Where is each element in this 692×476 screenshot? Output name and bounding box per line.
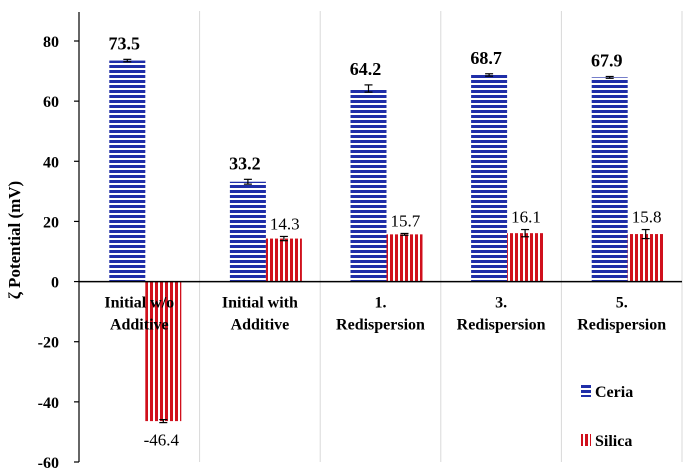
x-category-label-line: 3. xyxy=(495,295,507,312)
x-category-label-line: Redispersion xyxy=(336,317,425,334)
silica-legend-label: Silica xyxy=(595,433,632,450)
silica-value-label: 15.7 xyxy=(391,211,421,230)
y-tick-label: -20 xyxy=(38,335,59,352)
y-tick-label: 40 xyxy=(43,154,59,171)
silica-bar xyxy=(145,281,182,422)
ceria-bar xyxy=(229,181,266,282)
ceria-bar xyxy=(350,88,387,282)
x-category-label-line: Initial w/o xyxy=(104,295,174,312)
silica-bar xyxy=(627,234,664,282)
x-category-label-line: Redispersion xyxy=(577,317,666,334)
x-category-label: 1. Redispersion xyxy=(336,295,425,334)
x-category-label: 5. Redispersion xyxy=(577,295,666,334)
ceria-bar xyxy=(591,77,628,282)
ceria-value-label: 33.2 xyxy=(229,153,261,173)
x-category-label-line: Additive xyxy=(110,317,169,334)
x-category-label-line: 5. xyxy=(616,295,628,312)
y-tick-label: 80 xyxy=(43,34,59,51)
ceria-value-label: 73.5 xyxy=(109,33,141,53)
x-category-label: Initial w/o Additive xyxy=(104,295,174,334)
y-tick-label: 60 xyxy=(43,94,59,111)
x-category-label-line: Redispersion xyxy=(457,317,546,334)
y-tick-label: 0 xyxy=(51,275,59,292)
legend: Ceria Silica xyxy=(581,384,633,450)
bars xyxy=(109,58,664,424)
ceria-bar xyxy=(471,74,508,282)
x-category-label: 3. Redispersion xyxy=(457,295,546,334)
ceria-legend-label: Ceria xyxy=(595,384,633,401)
data-labels: 73.5 33.2 64.2 68.7 67.9 -46.4 14.3 15.7 16.1 15.… xyxy=(109,33,662,449)
silica-value-label: 15.8 xyxy=(632,208,662,227)
silica-value-label: 14.3 xyxy=(270,214,300,233)
x-category-label-line: 1. xyxy=(375,295,387,312)
ceria-bar xyxy=(109,60,146,282)
ceria-value-label: 67.9 xyxy=(591,50,623,70)
y-tick-label: 20 xyxy=(43,214,59,231)
silica-value-label: 16.1 xyxy=(511,208,541,227)
ceria-legend-swatch xyxy=(581,385,591,397)
ceria-value-label: 64.2 xyxy=(350,59,382,79)
y-tick-label: -60 xyxy=(38,455,59,472)
x-category-label-line: Additive xyxy=(231,317,290,334)
silica-bar xyxy=(265,238,302,282)
silica-bar xyxy=(386,234,423,282)
y-tick-label: -40 xyxy=(38,395,59,412)
x-category-label-line: Initial with xyxy=(222,295,298,312)
x-category-label: Initial with Additive xyxy=(222,295,298,334)
silica-bar xyxy=(507,233,544,282)
ceria-value-label: 68.7 xyxy=(470,48,502,68)
y-axis-title: ζ Potential (mV) xyxy=(5,181,24,299)
silica-legend-swatch xyxy=(581,434,591,446)
category-separators xyxy=(199,11,683,462)
silica-value-label: -46.4 xyxy=(144,431,180,450)
